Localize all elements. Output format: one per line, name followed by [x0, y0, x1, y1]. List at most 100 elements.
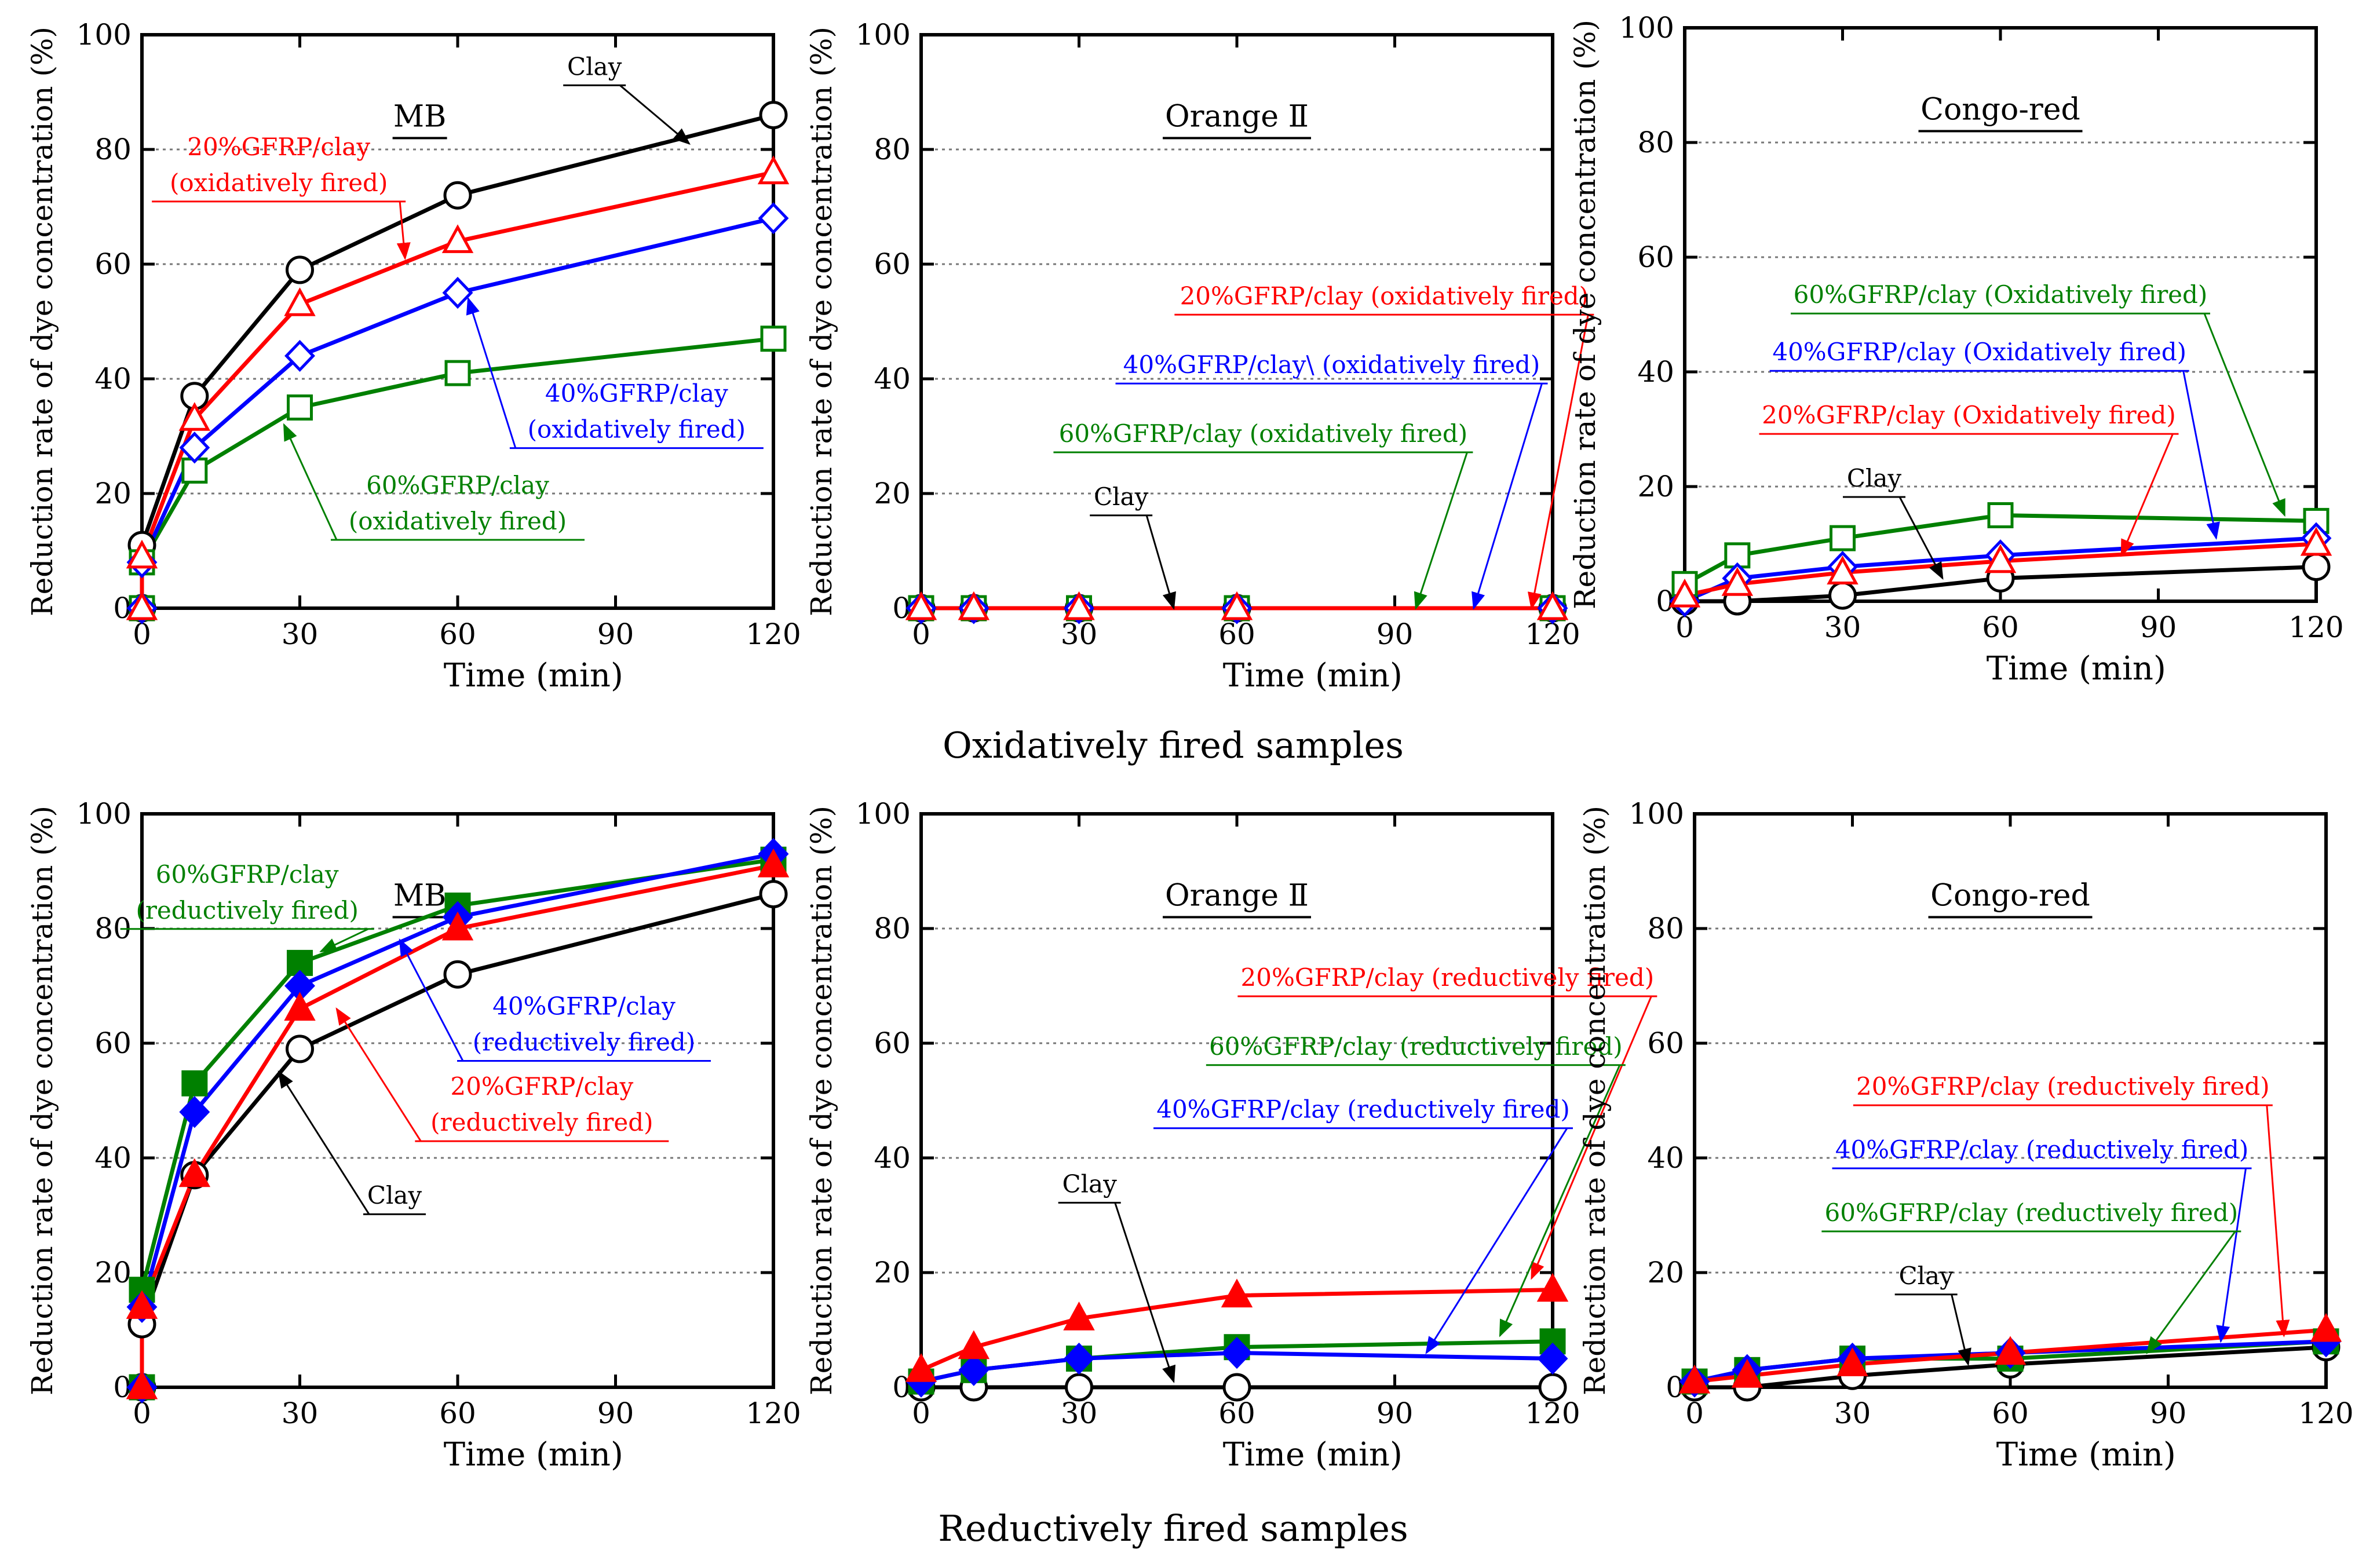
annotation-arrow-g20 [2120, 433, 2174, 557]
annotation-arrow-g60 [283, 423, 338, 540]
data-point-clay [759, 101, 788, 130]
data-point-g60 [181, 1070, 208, 1096]
data-point-g20 [958, 591, 990, 620]
row-title-oxidative: Oxidatively fired samples [943, 724, 1404, 766]
x-tick-label: 120 [2298, 1397, 2353, 1430]
x-tick-label: 90 [1377, 1397, 1414, 1430]
annotation-arrow-clay [619, 85, 691, 145]
data-point-clay [2302, 553, 2331, 582]
annotation-label-clay: Clay [367, 1181, 422, 1209]
x-axis-label: Time (min) [1987, 650, 2166, 688]
chart-title: MB [393, 878, 446, 913]
data-point-g20 [1063, 591, 1095, 620]
annotation-label-g20: (reductively fired) [430, 1108, 653, 1136]
annotation-label-g40: (oxidatively fired) [528, 415, 746, 444]
data-point-g20 [757, 155, 790, 185]
y-tick-label: 60 [1647, 1026, 1684, 1060]
x-tick-label: 120 [746, 1397, 801, 1430]
annotation-arrow-g40 [1472, 383, 1543, 610]
y-tick-label: 60 [874, 247, 911, 281]
annotation-label-g60: 60%GFRP/clay [156, 860, 339, 889]
data-point-g40 [958, 1354, 990, 1386]
y-tick-label: 100 [76, 18, 132, 52]
y-tick-label: 20 [94, 1256, 132, 1289]
annotation-arrow-g20 [2266, 1105, 2290, 1337]
y-tick-label: 60 [94, 247, 132, 281]
x-tick-label: 90 [1377, 617, 1414, 651]
x-tick-label: 120 [746, 617, 801, 651]
annotation-arrow-g40 [1425, 1127, 1568, 1355]
x-tick-label: 120 [2288, 611, 2343, 644]
annotation-arrow-clay [1114, 1202, 1175, 1383]
annotation-arrow-g40 [2216, 1168, 2247, 1343]
annotation-arrow-g20 [1531, 996, 1652, 1280]
y-tick-label: 20 [874, 477, 911, 510]
x-tick-label: 90 [597, 1397, 634, 1430]
y-tick-label: 40 [874, 362, 911, 396]
data-point-g60 [444, 360, 471, 386]
annotation-label-clay: Clay [567, 52, 622, 81]
annotation-label-g20: 20%GFRP/clay (reductively fired) [1241, 963, 1655, 992]
data-point-g40 [1537, 1342, 1568, 1375]
x-tick-label: 90 [2150, 1397, 2187, 1430]
data-point-g20 [126, 539, 158, 569]
y-tick-label: 40 [94, 1141, 132, 1175]
y-tick-label: 20 [1637, 470, 1674, 503]
y-tick-label: 20 [874, 1256, 911, 1289]
data-point-g20 [126, 1370, 158, 1399]
annotation-arrow-clay [278, 1070, 370, 1215]
annotation-label-g40: 40%GFRP/clay\ (oxidatively fired) [1123, 350, 1540, 379]
annotation-arrow-g40 [466, 297, 517, 449]
annotation-arrow-g60 [1499, 1065, 1621, 1337]
annotation-arrow-g20 [335, 1007, 422, 1142]
annotation-label-g40: 40%GFRP/clay [492, 992, 676, 1021]
chart-title: Congo-red [1930, 878, 2090, 913]
series-line-g40 [140, 216, 774, 608]
chart-title: MB [393, 99, 446, 134]
data-point-g40 [179, 1096, 210, 1128]
chart-title: Orange Ⅱ [1165, 99, 1309, 134]
annotation-label-g40: 40%GFRP/clay (reductively fired) [1835, 1135, 2249, 1164]
y-axis-label: Reduction rate of dye concentration (%) [805, 27, 838, 616]
y-tick-label: 40 [1647, 1141, 1684, 1175]
data-point-g60 [287, 394, 313, 421]
data-point-g40 [1221, 1336, 1253, 1369]
y-tick-label: 80 [874, 133, 911, 166]
annotation-label-clay: Clay [1847, 464, 1902, 492]
x-tick-label: 60 [439, 1397, 476, 1430]
y-tick-label: 80 [874, 912, 911, 945]
y-tick-label: 80 [1647, 912, 1684, 945]
data-point-g20 [2310, 1313, 2342, 1342]
y-axis-label: Reduction rate of dye concentration (%) [1578, 806, 1612, 1395]
x-tick-label: 60 [1982, 611, 2019, 644]
data-point-clay [1222, 1373, 1251, 1402]
x-tick-label: 90 [597, 617, 634, 651]
data-point-g20 [126, 1290, 158, 1319]
data-point-g20 [441, 911, 474, 941]
data-point-g20 [1731, 1358, 1763, 1388]
y-tick-label: 100 [856, 18, 911, 52]
data-point-g20 [1678, 1364, 1711, 1394]
data-point-g20 [126, 591, 158, 620]
annotation-label-g60: 60%GFRP/clay (reductively fired) [1825, 1198, 2239, 1227]
data-point-g20 [958, 1330, 990, 1359]
x-tick-label: 30 [282, 1397, 319, 1430]
annotation-label-g40: 40%GFRP/clay (reductively fired) [1156, 1095, 1570, 1124]
data-point-clay [1828, 581, 1857, 610]
annotation-arrow-clay [1951, 1294, 1971, 1366]
annotation-arrow-g60 [2146, 1231, 2236, 1355]
annotation-label-g60: 60%GFRP/clay (Oxidatively fired) [1794, 280, 2208, 309]
data-point-g20 [905, 1353, 937, 1382]
data-point-clay [286, 1035, 314, 1063]
data-point-g20 [1668, 578, 1701, 608]
annotation-label-g20: 20%GFRP/clay (reductively fired) [1856, 1072, 2270, 1101]
x-tick-label: 30 [1061, 1397, 1098, 1430]
annotation-label-g60: 60%GFRP/clay (reductively fired) [1209, 1032, 1623, 1061]
annotation-arrow-clay [1898, 496, 1944, 580]
